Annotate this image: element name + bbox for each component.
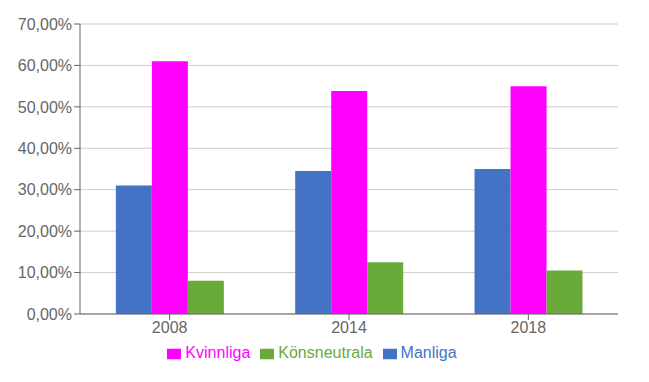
svg-text:2008: 2008	[152, 319, 188, 336]
svg-text:20,00%: 20,00%	[18, 223, 72, 240]
html-text:Könsneutrala: Könsneutrala	[278, 344, 373, 361]
svg-text:0,00%: 0,00%	[27, 306, 72, 323]
svg-text:10,00%: 10,00%	[18, 264, 72, 281]
svg-text:2014: 2014	[331, 319, 367, 336]
svg-text:70,00%: 70,00%	[18, 16, 72, 33]
html-text:Kvinnliga: Kvinnliga	[185, 344, 251, 361]
svg-text:2018: 2018	[511, 319, 547, 336]
svg-text:60,00%: 60,00%	[18, 57, 72, 74]
svg-text:30,00%: 30,00%	[18, 181, 72, 198]
svg-text:50,00%: 50,00%	[18, 99, 72, 116]
svg-text:40,00%: 40,00%	[18, 140, 72, 157]
html-text:Manliga: Manliga	[400, 344, 457, 361]
